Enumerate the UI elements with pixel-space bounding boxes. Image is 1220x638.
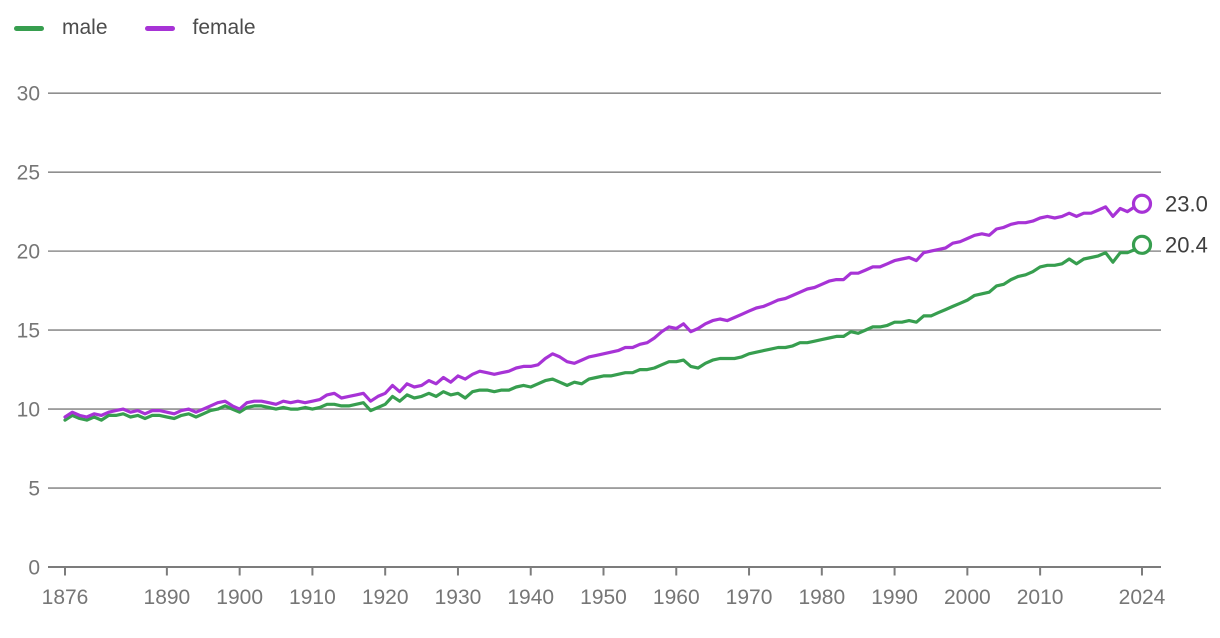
legend-label-male: male [62, 16, 108, 39]
female-line [63, 202, 1144, 419]
x-tick-label: 2010 [1017, 586, 1064, 609]
x-tick-label: 1876 [42, 586, 89, 609]
male-end-value-label: 20.4 [1165, 232, 1208, 257]
y-tick-label: 15 [17, 320, 40, 343]
x-tick-label: 1930 [435, 586, 482, 609]
male-line [63, 243, 1144, 422]
x-tick-label: 1990 [871, 586, 918, 609]
x-tick-label: 1970 [726, 586, 773, 609]
x-tick-label: 1960 [653, 586, 700, 609]
x-tick-label: 1890 [144, 586, 191, 609]
legend: male female [14, 16, 293, 40]
y-tick-label: 10 [17, 399, 40, 422]
y-tick-label: 5 [28, 478, 40, 501]
female-end-value-label: 23.0 [1165, 191, 1208, 216]
y-tick-label: 25 [17, 162, 40, 185]
y-tick-label: 20 [17, 241, 40, 264]
y-tick-label: 30 [17, 83, 40, 106]
male-line-swatch-icon [14, 25, 44, 31]
female-line-swatch-icon [144, 25, 175, 31]
x-tick-label: 2024 [1119, 586, 1166, 609]
x-tick-label: 1940 [507, 586, 554, 609]
x-tick-label: 1900 [216, 586, 263, 609]
x-tick-label: 1950 [580, 586, 627, 609]
x-tick-label: 2000 [944, 586, 991, 609]
x-tick-label: 1980 [798, 586, 845, 609]
male-end-marker [1131, 234, 1153, 255]
legend-item-female: female [144, 16, 256, 40]
legend-item-male: male [14, 16, 108, 40]
y-tick-label: 0 [28, 557, 40, 580]
x-tick-label: 1910 [289, 586, 336, 609]
legend-label-female: female [192, 16, 256, 39]
x-tick-label: 1920 [362, 586, 409, 609]
female-end-marker [1131, 193, 1153, 214]
